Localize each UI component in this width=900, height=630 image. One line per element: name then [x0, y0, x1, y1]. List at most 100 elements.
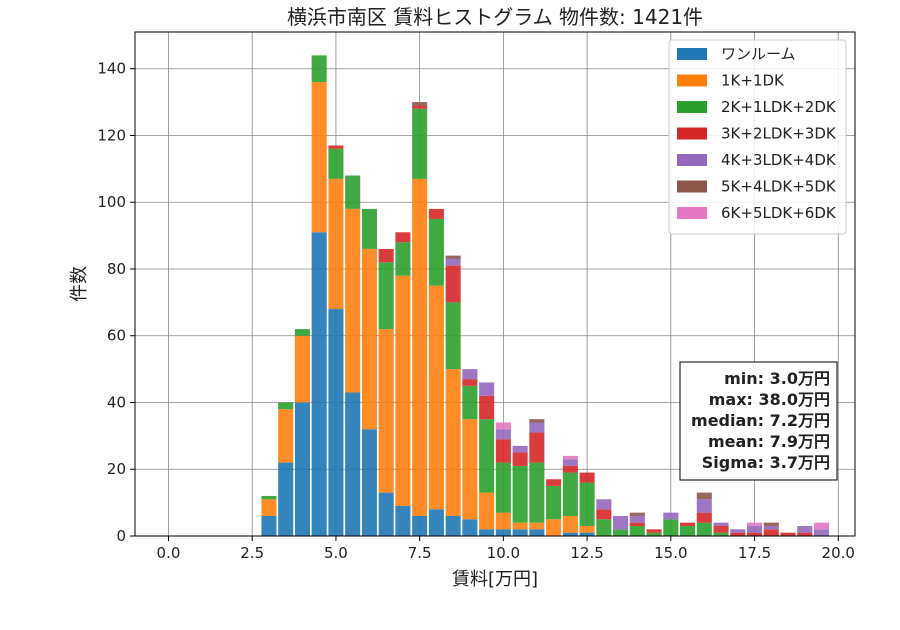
bar-segment: [479, 395, 495, 420]
bar-segment: [646, 532, 662, 536]
bar-segment: [696, 512, 712, 523]
stats-line: median: 7.2万円: [691, 411, 830, 430]
bar-segment: [780, 532, 796, 536]
bar-segment: [395, 505, 411, 536]
bar-segment: [613, 515, 629, 530]
bar-segment: [495, 429, 511, 440]
bar-segment: [813, 522, 830, 530]
y-tick-label: 80: [107, 260, 126, 278]
bar-segment: [311, 82, 327, 233]
bar-segment: [345, 208, 361, 393]
plot-frame: [134, 31, 856, 537]
bar-segment: [378, 262, 394, 330]
bar-segment: [613, 529, 629, 536]
x-tick-label: 12.5: [570, 544, 603, 562]
x-tick-label: 0.0: [157, 544, 181, 562]
bar-segment: [579, 482, 595, 526]
legend-label: 2K+1LDK+2DK: [721, 98, 837, 116]
bar-segment: [629, 522, 645, 526]
bar-segment: [797, 525, 813, 533]
bar-segment: [395, 242, 411, 276]
bar-segment: [663, 512, 679, 520]
bar-segment: [629, 515, 645, 523]
y-tick-label: 0: [116, 527, 126, 545]
bar-segment: [412, 178, 428, 516]
bar-segment: [278, 462, 294, 536]
bar-segment: [512, 452, 528, 466]
bar-segment: [395, 275, 411, 506]
bar-segment: [713, 522, 729, 526]
bar-segment: [797, 532, 813, 536]
x-axis-ticks: 0.0 2.5 5.0 7.5 10.0 12.5 15.0 17.5 20.0: [157, 536, 855, 562]
x-axis-label: 賃料[万円]: [452, 569, 538, 590]
y-tick-label: 140: [97, 60, 126, 78]
bar-segment: [445, 255, 461, 259]
bar-segment: [763, 529, 779, 536]
legend-swatch: [677, 154, 707, 166]
bar-segment: [361, 208, 377, 249]
bar-segment: [462, 519, 478, 536]
bar-segment: [596, 509, 612, 520]
y-tick-label: 60: [107, 327, 126, 345]
x-tick-label: 15.0: [654, 544, 687, 562]
bar-segment: [529, 422, 545, 433]
y-axis-label: 件数: [69, 266, 90, 302]
stats-box: min: 3.0万円 max: 38.0万円 median: 7.2万円 mean: …: [679, 361, 838, 481]
bar-segment: [479, 419, 495, 493]
bar-segment: [378, 248, 394, 263]
bar-segment: [596, 499, 612, 510]
bar-segment: [261, 499, 277, 516]
bar-segment: [495, 512, 511, 530]
bar-segment: [479, 382, 495, 396]
bar-segment: [747, 532, 763, 536]
bar-segment: [629, 512, 645, 516]
y-tick-label: 40: [107, 393, 126, 411]
bar-segment: [713, 532, 729, 536]
chart-title: 横浜市南区 賃料ヒストグラム 物件数: 1421件: [287, 5, 703, 29]
bar-segment: [629, 525, 645, 536]
legend-label: 4K+3LDK+4DK: [721, 151, 837, 169]
bar-segment: [512, 465, 528, 523]
bar-segment: [462, 419, 478, 520]
legend-frame: [668, 39, 847, 235]
legend-label: 5K+4LDK+5DK: [721, 178, 837, 196]
legend: ワンルーム 1K+1DK 2K+1LDK+2DK 3K+2LDK+3DK 4K+3LDK…: [668, 39, 847, 235]
x-tick-label: 10.0: [487, 544, 520, 562]
bar-segment: [813, 529, 830, 536]
bar-segment: [479, 492, 495, 530]
legend-swatch: [677, 74, 707, 87]
legend-label: ワンルーム: [721, 45, 796, 63]
bar-segment: [311, 232, 327, 537]
bar-segment: [495, 529, 511, 536]
bar-segment: [495, 439, 511, 463]
bar-segment: [412, 105, 428, 109]
bar-segment: [596, 519, 612, 536]
bar-segment: [261, 515, 277, 536]
bar-segment: [562, 455, 578, 460]
bar-segment: [730, 529, 746, 533]
bar-segment: [529, 522, 545, 530]
bar-segment: [445, 369, 461, 516]
stats-line: min: 3.0万円: [724, 369, 830, 388]
bar-segment: [412, 102, 428, 106]
bars: [261, 55, 830, 537]
bar-segment: [696, 522, 712, 536]
bar-segment: [462, 385, 478, 420]
legend-swatch: [677, 127, 707, 140]
grid-lines: [135, 32, 855, 537]
x-tick-label: 17.5: [738, 544, 771, 562]
bar-segment: [412, 515, 428, 536]
bar-segment: [361, 248, 377, 430]
bar-segment: [328, 145, 344, 149]
legend-label: 6K+5LDK+6DK: [721, 204, 837, 222]
y-tick-label: 20: [107, 460, 126, 478]
bar-segment: [294, 335, 310, 403]
bar-segment: [261, 495, 277, 500]
stats-line: Sigma: 3.7万円: [702, 453, 830, 472]
bar-segment: [562, 465, 578, 473]
bar-segment: [546, 479, 562, 486]
bar-segment: [747, 522, 763, 526]
bar-segment: [512, 445, 528, 453]
bar-segment: [412, 108, 428, 179]
